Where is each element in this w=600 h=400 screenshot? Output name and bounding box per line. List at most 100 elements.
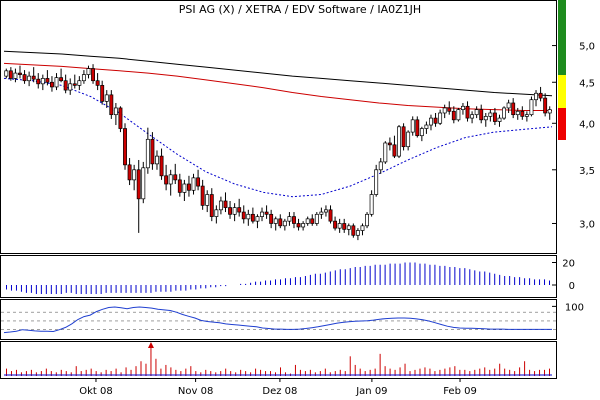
candle-body — [241, 211, 246, 220]
candle — [470, 111, 475, 124]
candle-body — [63, 80, 68, 91]
candle — [264, 205, 269, 219]
signal-bar-red — [558, 108, 566, 140]
candle-body — [534, 92, 538, 101]
candle-body — [547, 109, 552, 114]
x-tick-label: Feb 09 — [443, 386, 477, 397]
candle-body — [324, 209, 328, 213]
candle-body — [214, 209, 219, 217]
candle — [438, 109, 443, 126]
candle — [392, 135, 397, 159]
candle-body — [155, 155, 159, 165]
candle-body — [145, 138, 150, 169]
candle — [72, 74, 77, 89]
candle-body — [515, 110, 520, 116]
candle-body — [113, 107, 118, 116]
candle-body — [228, 207, 232, 215]
candle — [109, 90, 114, 119]
candle-body — [86, 68, 91, 75]
candle-body — [328, 209, 333, 222]
x-tick-label: Jan 09 — [355, 386, 387, 397]
candle — [337, 218, 342, 233]
candle — [13, 68, 18, 83]
candle-body — [511, 102, 516, 116]
price-y-axis: 3,0 3,5 4,0 4,5 5,0 — [552, 42, 595, 230]
candle-body — [419, 128, 424, 137]
candle — [374, 164, 379, 197]
chart-title: PSI AG (X) / XETRA / EDV Software / IA0Z… — [179, 3, 421, 16]
candle-body — [282, 220, 287, 227]
candle — [351, 223, 356, 238]
candle — [237, 198, 242, 217]
candle-body — [104, 94, 109, 102]
candle — [86, 65, 91, 79]
candle-body — [22, 74, 27, 82]
candle — [91, 64, 95, 84]
candle-body — [401, 126, 406, 148]
candle-body — [31, 75, 36, 80]
candle — [520, 106, 525, 120]
candle — [250, 207, 255, 224]
candle-body — [442, 107, 447, 114]
candle — [451, 106, 456, 124]
candle — [214, 205, 219, 224]
candle — [145, 127, 150, 174]
volume-panel-border — [0, 341, 557, 379]
candle-body — [273, 218, 278, 224]
rsi-line — [3, 306, 552, 334]
price-panel — [3, 50, 553, 241]
candle-body — [54, 77, 59, 88]
candle-body — [141, 167, 146, 200]
candle — [292, 212, 296, 229]
candle-body — [433, 117, 438, 124]
candle — [328, 205, 333, 224]
candle — [461, 102, 465, 115]
indicator-y-tick-label: 0 — [569, 281, 575, 292]
candle-body — [150, 138, 155, 165]
candle-body — [438, 112, 443, 124]
candle — [488, 109, 493, 122]
signal-bar-green — [558, 0, 566, 75]
candle-body — [520, 110, 525, 117]
candle-body — [109, 94, 114, 116]
candle — [205, 190, 210, 213]
candle — [474, 106, 479, 119]
candle-body — [397, 126, 401, 157]
candle-body — [237, 207, 242, 213]
price-y-tick-label: 4,0 — [579, 119, 595, 130]
candle — [287, 212, 292, 226]
candle-body — [18, 72, 22, 75]
candle-body — [13, 72, 18, 79]
candle-body — [4, 70, 9, 77]
candle-body — [200, 185, 205, 206]
candle-body — [177, 179, 182, 193]
candle-body — [447, 107, 452, 112]
candle-body — [301, 223, 306, 228]
candle-body — [232, 207, 237, 215]
candle-body — [451, 110, 456, 121]
price-panel-border — [0, 0, 557, 254]
candle-body — [429, 117, 433, 126]
price-y-tick-label: 3,0 — [579, 219, 595, 230]
candle-body — [269, 213, 274, 224]
candle — [27, 71, 32, 87]
candle — [310, 214, 315, 226]
candle — [223, 192, 228, 213]
candle — [63, 74, 68, 94]
rsi-y-axis: 100 — [552, 302, 584, 313]
candle — [273, 216, 278, 231]
candle — [173, 163, 178, 185]
candle — [314, 212, 319, 226]
candle — [397, 125, 401, 159]
candle-body — [91, 68, 95, 82]
candle-body — [483, 116, 488, 121]
candle-body — [250, 213, 255, 222]
candle-body — [59, 77, 64, 82]
candle — [433, 112, 438, 127]
candle — [81, 70, 86, 84]
rsi-panel — [1, 306, 556, 334]
candle — [159, 148, 164, 180]
candle-body — [456, 109, 461, 121]
candle-body — [479, 109, 484, 121]
